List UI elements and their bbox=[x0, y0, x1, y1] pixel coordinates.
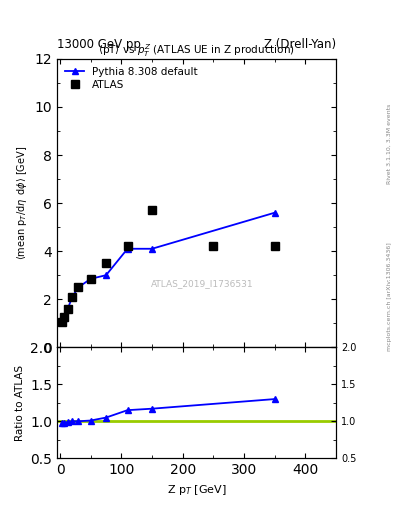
ATLAS bbox=[211, 243, 216, 249]
ATLAS bbox=[65, 306, 70, 312]
ATLAS bbox=[150, 207, 154, 214]
Pythia 8.308 default bbox=[150, 246, 154, 252]
X-axis label: Z p$_T$ [GeV]: Z p$_T$ [GeV] bbox=[167, 483, 226, 497]
Text: ATLAS_2019_I1736531: ATLAS_2019_I1736531 bbox=[151, 280, 253, 288]
ATLAS bbox=[88, 276, 93, 282]
Legend: Pythia 8.308 default, ATLAS: Pythia 8.308 default, ATLAS bbox=[62, 64, 201, 94]
ATLAS bbox=[76, 284, 81, 290]
Pythia 8.308 default bbox=[272, 209, 277, 216]
Y-axis label: Ratio to ATLAS: Ratio to ATLAS bbox=[15, 365, 25, 441]
Pythia 8.308 default bbox=[62, 315, 66, 322]
ATLAS bbox=[59, 319, 64, 325]
Pythia 8.308 default bbox=[104, 272, 108, 279]
Pythia 8.308 default bbox=[88, 276, 93, 282]
ATLAS bbox=[125, 243, 130, 249]
Text: Z (Drell-Yan): Z (Drell-Yan) bbox=[264, 38, 336, 51]
Pythia 8.308 default bbox=[76, 284, 81, 290]
Title: $\langle$pT$\rangle$ vs $p_T^Z$ (ATLAS UE in Z production): $\langle$pT$\rangle$ vs $p_T^Z$ (ATLAS U… bbox=[98, 42, 295, 59]
Text: 13000 GeV pp: 13000 GeV pp bbox=[57, 38, 141, 51]
Pythia 8.308 default bbox=[65, 306, 70, 312]
Text: Rivet 3.1.10, 3.3M events: Rivet 3.1.10, 3.3M events bbox=[387, 103, 391, 183]
Pythia 8.308 default bbox=[70, 294, 75, 300]
Pythia 8.308 default bbox=[59, 319, 64, 325]
ATLAS bbox=[62, 314, 66, 321]
ATLAS bbox=[70, 294, 75, 300]
Text: mcplots.cern.ch [arXiv:1306.3436]: mcplots.cern.ch [arXiv:1306.3436] bbox=[387, 243, 391, 351]
Y-axis label: $\langle$mean p$_T$/d$\eta\,$ d$\phi\rangle$ [GeV]: $\langle$mean p$_T$/d$\eta\,$ d$\phi\ran… bbox=[15, 146, 29, 260]
Pythia 8.308 default bbox=[125, 246, 130, 252]
Line: ATLAS: ATLAS bbox=[57, 206, 279, 326]
Line: Pythia 8.308 default: Pythia 8.308 default bbox=[58, 209, 278, 326]
ATLAS bbox=[104, 260, 108, 266]
ATLAS bbox=[272, 243, 277, 249]
